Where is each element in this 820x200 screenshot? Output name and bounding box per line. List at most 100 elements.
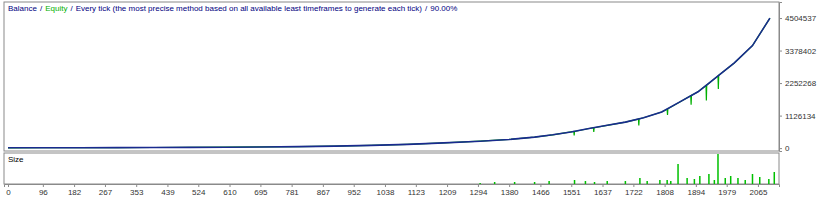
size-bar xyxy=(759,177,761,184)
size-bar xyxy=(708,174,710,184)
tick-label: 695 xyxy=(254,188,268,197)
tick: 1466 xyxy=(532,184,550,197)
tick: 0 xyxy=(6,184,11,197)
separator: / xyxy=(425,4,428,13)
size-bar xyxy=(694,179,696,184)
tick-label: 610 xyxy=(223,188,237,197)
tick-label: 867 xyxy=(317,188,331,197)
tick: 4504537 xyxy=(779,14,817,23)
size-bar xyxy=(725,178,727,184)
tick: 1551 xyxy=(563,184,581,197)
tick-mark xyxy=(571,184,572,187)
size-bar xyxy=(639,178,641,184)
tick-mark xyxy=(509,184,510,187)
panel xyxy=(4,153,779,184)
tick-mark xyxy=(167,184,168,187)
tick-label: 952 xyxy=(348,188,362,197)
tick: 0 xyxy=(779,144,790,153)
tick: 1894 xyxy=(687,184,705,197)
legend-entry: Equity xyxy=(45,4,67,13)
tick-label: 0 xyxy=(6,188,11,197)
tick-mark xyxy=(105,184,106,187)
tick-mark xyxy=(696,184,697,187)
title: Size xyxy=(8,155,24,164)
tick-mark xyxy=(779,148,782,149)
tick-mark xyxy=(260,184,261,187)
tick-mark xyxy=(478,184,479,187)
size-bar xyxy=(594,182,596,184)
x-axis: 0961822673534395246106957818679521038112… xyxy=(5,184,780,197)
size-bar xyxy=(514,182,516,184)
tick-mark xyxy=(779,83,782,84)
axis-line xyxy=(5,185,780,188)
tick: 182 xyxy=(68,184,82,197)
size-bar xyxy=(686,178,688,184)
size-bar xyxy=(666,180,668,184)
tick-mark xyxy=(779,51,782,52)
tick-mark xyxy=(198,184,199,187)
size-bar xyxy=(714,180,716,184)
panel xyxy=(4,2,779,151)
tick-mark xyxy=(136,184,137,187)
size-bar xyxy=(744,180,746,184)
tick-label: 524 xyxy=(192,188,206,197)
tick: 524 xyxy=(192,184,206,197)
tick-label: 1038 xyxy=(377,188,395,197)
size-bar xyxy=(677,164,679,184)
chart-root: 01126134225226833784024504537Balance/Equ… xyxy=(0,0,820,200)
tick-mark xyxy=(8,184,9,187)
tick-mark xyxy=(385,184,386,187)
size-bar xyxy=(585,181,587,184)
tick-label: 267 xyxy=(99,188,113,197)
plot-frame xyxy=(4,153,779,184)
tick-label: 1551 xyxy=(563,188,581,197)
tick-label: 96 xyxy=(39,188,48,197)
tick-mark xyxy=(779,18,782,19)
tick: 2065 xyxy=(750,184,768,197)
tick-label: 1979 xyxy=(718,188,736,197)
tick-label: 1123 xyxy=(408,188,426,197)
tick: 1808 xyxy=(656,184,674,197)
size-bar xyxy=(534,182,536,184)
size-bar xyxy=(717,154,719,184)
tick: 267 xyxy=(99,184,113,197)
tick: 867 xyxy=(317,184,331,197)
tick: 1380 xyxy=(501,184,519,197)
tick-label: 1466 xyxy=(532,188,550,197)
tick-mark xyxy=(43,184,44,187)
size-bar xyxy=(494,182,496,184)
tick: 1294 xyxy=(470,184,488,197)
size-bar xyxy=(625,181,627,184)
tick-mark xyxy=(665,184,666,187)
size-bar xyxy=(670,181,672,184)
tick: 952 xyxy=(348,184,362,197)
tick: 1722 xyxy=(625,184,643,197)
legend-entry: Balance xyxy=(8,4,37,13)
tick: 610 xyxy=(223,184,237,197)
header: Balance/Equity/Every tick (the most prec… xyxy=(8,4,457,13)
tick: 2252268 xyxy=(779,79,817,88)
size-bar xyxy=(737,178,739,184)
tick: 3378402 xyxy=(779,47,817,56)
size-bar xyxy=(606,181,608,184)
size-bar xyxy=(699,176,701,184)
tick-label: 1722 xyxy=(625,188,643,197)
tick: 1637 xyxy=(594,184,612,197)
tick-label: 439 xyxy=(161,188,175,197)
separator: / xyxy=(40,4,43,13)
tick-mark xyxy=(74,184,75,187)
tick: 1123 xyxy=(408,184,426,197)
tick-label: 1637 xyxy=(594,188,612,197)
tick-mark xyxy=(323,184,324,187)
tick-mark xyxy=(758,184,759,187)
tick: 96 xyxy=(39,184,48,197)
size-bar xyxy=(479,183,481,184)
tick: 695 xyxy=(254,184,268,197)
tick: 1126134 xyxy=(779,112,816,121)
tick: 439 xyxy=(161,184,175,197)
tick-label: 1209 xyxy=(439,188,457,197)
series-line xyxy=(8,18,770,148)
tick: 353 xyxy=(130,184,144,197)
tick: 1038 xyxy=(377,184,395,197)
size-bar xyxy=(646,181,648,184)
